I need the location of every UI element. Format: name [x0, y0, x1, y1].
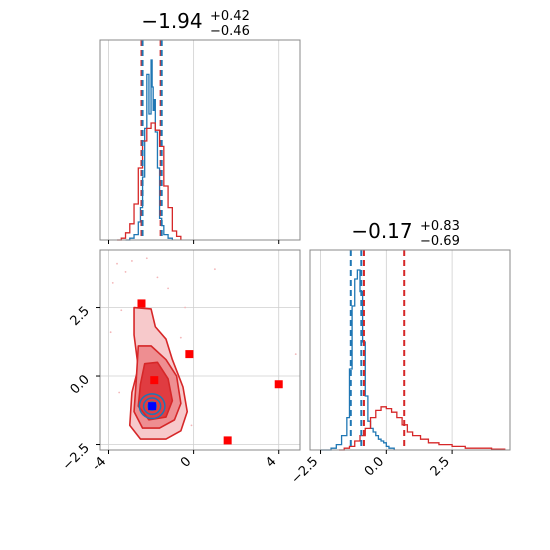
red-marker [137, 299, 146, 308]
red-marker [150, 376, 159, 385]
x-tick-label: -4 [90, 454, 110, 474]
histogram-series [125, 59, 173, 241]
scatter-point [156, 276, 159, 279]
scatter-point [124, 271, 127, 273]
y-tick-label: 2.5 [68, 304, 93, 329]
panel-frame [309, 249, 511, 451]
scatter-point [213, 268, 216, 271]
red-marker [185, 350, 194, 359]
scatter-point [118, 391, 121, 394]
histogram-series [320, 269, 395, 451]
title-plus-error: +0.83 [420, 219, 460, 234]
histogram-series [338, 406, 506, 451]
red-marker [223, 436, 232, 445]
x-tick-label: −2.5 [288, 454, 321, 487]
scatter-point [179, 336, 182, 339]
panel-title: −0.17 [351, 219, 412, 243]
scatter-point [109, 331, 112, 334]
x-tick-label: 0 [178, 454, 194, 470]
title-minus-error: −0.46 [210, 24, 250, 39]
scatter-point [145, 257, 148, 260]
title-minus-error: −0.69 [420, 234, 460, 249]
panel-bottom-right: −0.17 +0.83−0.69 −2.5 0.0 2.5 [288, 219, 511, 487]
red-contour [137, 361, 174, 421]
red-marker [274, 380, 283, 389]
panel-title: −1.94 [141, 9, 202, 33]
scatter-point [131, 260, 133, 262]
y-tick-label: −2.5 [60, 441, 93, 474]
panel-bottom-left: -4 0 4 −2.5 0.0 2.5 [60, 249, 301, 474]
scatter-point [111, 281, 114, 284]
scatter-point [294, 353, 297, 356]
blue-contour [142, 397, 162, 416]
scatter-point [190, 424, 193, 427]
scatter-point [184, 306, 187, 309]
y-tick-label: 0.0 [68, 372, 93, 397]
blue-contour [147, 401, 158, 412]
blue-contour [138, 393, 166, 420]
panel-frame [99, 249, 301, 451]
title-plus-error: +0.42 [210, 9, 250, 24]
x-tick-label: 2.5 [428, 454, 453, 479]
blue-marker [148, 402, 157, 411]
panel-top-left: −1.94 +0.42−0.46 [99, 9, 301, 244]
scatter-point [116, 262, 118, 265]
x-tick-label: 0.0 [362, 454, 387, 479]
panel-frame [99, 39, 301, 241]
scatter-point [120, 309, 123, 312]
scatter-point [167, 287, 169, 290]
histogram-series [117, 122, 182, 241]
x-tick-label: 4 [263, 454, 279, 470]
